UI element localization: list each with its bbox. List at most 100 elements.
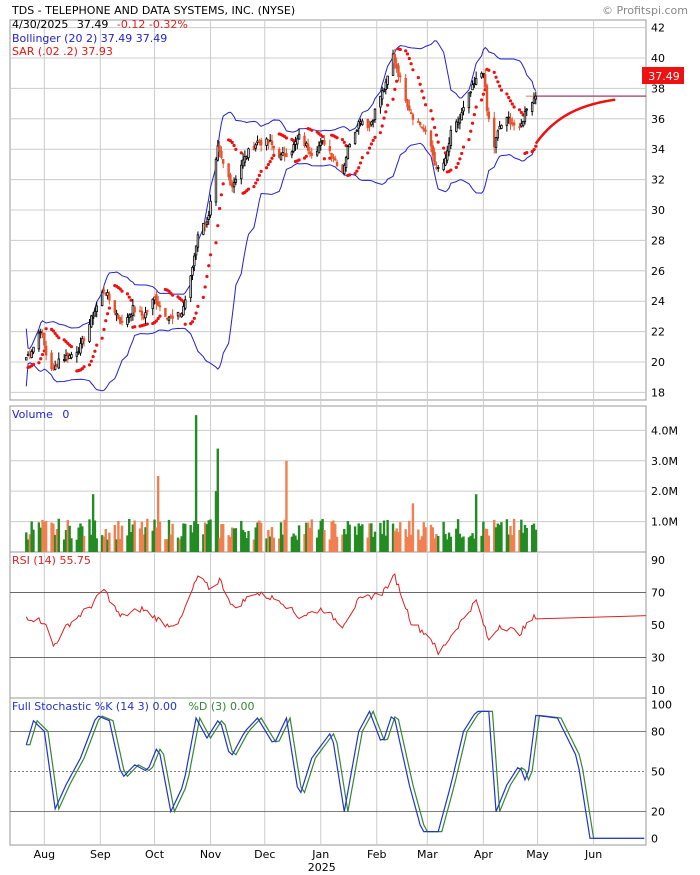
x-tick-label: Dec	[254, 848, 275, 861]
sar-dot	[342, 140, 346, 144]
volume-bar	[310, 519, 313, 552]
volume-bar	[278, 538, 281, 552]
volume-bar	[496, 523, 500, 552]
candle-body	[191, 266, 194, 276]
sar-dot	[494, 75, 498, 79]
volume-bar	[460, 537, 463, 552]
volume-panel	[25, 415, 537, 552]
volume-bar	[296, 539, 299, 552]
candle-body	[290, 151, 294, 156]
sar-dot	[89, 359, 93, 363]
sar-dot	[183, 322, 187, 326]
candle-body	[209, 200, 212, 216]
volume-bar	[509, 525, 512, 552]
volume-bar	[315, 537, 319, 552]
candle-body	[133, 306, 136, 313]
candle-body	[462, 107, 465, 112]
chart-background	[9, 19, 647, 846]
sar-dot	[158, 314, 162, 318]
volume-bar	[281, 534, 285, 552]
volume-bar	[366, 537, 369, 552]
volume-title: Volume 0	[12, 408, 69, 421]
volume-bar	[469, 535, 472, 552]
sar-dot	[460, 151, 464, 156]
candle-body	[422, 128, 425, 131]
candle-body	[357, 121, 360, 129]
volume-bar	[361, 524, 364, 552]
candle-body	[55, 363, 59, 367]
candle-body	[155, 294, 158, 304]
volume-bar	[25, 532, 28, 552]
volume-bar	[343, 528, 346, 552]
volume-bar	[334, 523, 337, 552]
candle-body	[153, 296, 156, 301]
sar-dot	[217, 206, 222, 211]
sar-dot	[284, 136, 289, 140]
stoch-k-line	[25, 709, 645, 839]
volume-bar	[81, 526, 84, 552]
volume-bar	[437, 535, 440, 552]
sar-projection	[534, 98, 616, 145]
candle-body	[523, 110, 527, 123]
volume-bar	[64, 530, 68, 552]
sar-dot	[386, 103, 390, 107]
volume-bar	[202, 534, 205, 552]
volume-bar	[39, 527, 42, 552]
sar-dot	[322, 157, 326, 161]
sar-dot	[125, 292, 130, 296]
sar-dot	[194, 311, 198, 315]
candle-body	[189, 275, 192, 299]
volume-bar	[353, 526, 357, 552]
volume-bar	[431, 527, 434, 552]
sar-dot	[404, 49, 408, 53]
volume-bar	[247, 530, 250, 552]
x-tick-label: Jun	[584, 848, 602, 861]
candle-body	[315, 150, 319, 156]
rsi-title: RSI (14) 55.75	[12, 554, 91, 567]
candle-body	[393, 54, 397, 64]
candle-body	[520, 123, 523, 127]
candle-body	[343, 164, 346, 175]
candle-body	[43, 332, 46, 346]
volume-bar	[178, 539, 182, 552]
sar-dot	[436, 140, 440, 144]
candle-body	[216, 145, 219, 161]
volume-bar	[37, 522, 41, 552]
sar-dot	[208, 253, 213, 257]
candle-body	[93, 310, 97, 317]
price-tick-label: 20	[651, 356, 665, 369]
sar-dot	[335, 136, 339, 140]
volume-bar	[55, 528, 59, 552]
volume-bar	[222, 524, 225, 552]
volume-bar	[171, 523, 174, 552]
sar-dot	[470, 121, 475, 125]
volume-bar	[164, 539, 167, 552]
sar-dot	[272, 153, 276, 157]
candle-body	[447, 143, 451, 153]
volume-bar	[189, 525, 192, 552]
candle-body	[429, 130, 433, 147]
sar-label: SAR (.02 .2) 37.93	[12, 45, 113, 58]
sar-dot	[512, 105, 516, 109]
price-tick-label: 42	[651, 22, 665, 35]
sar-dot	[373, 135, 377, 139]
volume-bar	[267, 529, 270, 552]
volume-bar	[483, 528, 487, 552]
volume-bar	[505, 519, 509, 552]
candle-body	[234, 178, 238, 183]
sar-dot	[395, 79, 399, 83]
rsi-tick-label: 90	[651, 554, 665, 567]
volume-bar	[93, 520, 97, 552]
price-tick-label: 22	[651, 326, 665, 339]
volume-bar	[422, 522, 425, 552]
sar-dot	[201, 295, 205, 299]
sar-dot	[100, 336, 104, 340]
candle-body	[310, 153, 313, 156]
sar-dot	[420, 89, 424, 93]
volume-bar	[520, 519, 523, 552]
candle-body	[355, 129, 359, 132]
volume-bar	[142, 534, 145, 552]
sar-dot	[429, 109, 433, 113]
candle-body	[518, 126, 521, 129]
candle-body	[283, 152, 286, 157]
